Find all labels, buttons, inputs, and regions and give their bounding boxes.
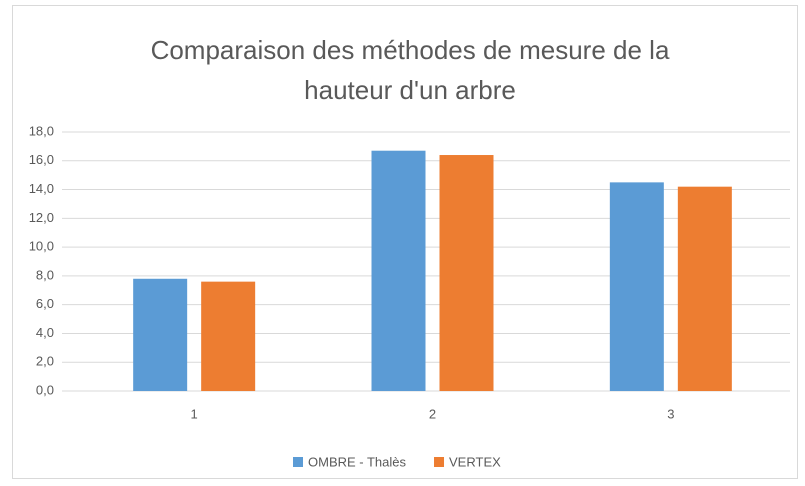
bar bbox=[677, 186, 732, 391]
y-tick-label: 4,0 bbox=[36, 325, 54, 340]
bar bbox=[201, 281, 256, 391]
y-tick-label: 0,0 bbox=[36, 382, 54, 397]
x-tick-label: 1 bbox=[191, 406, 198, 421]
chart-frame bbox=[12, 5, 798, 479]
legend-label: VERTEX bbox=[449, 454, 501, 469]
y-tick-label: 6,0 bbox=[36, 296, 54, 311]
legend-label: OMBRE - Thalès bbox=[308, 454, 407, 469]
y-tick-label: 12,0 bbox=[29, 210, 54, 225]
legend-swatch bbox=[434, 457, 445, 467]
bar bbox=[133, 278, 188, 391]
legend-swatch bbox=[293, 457, 303, 467]
x-tick-label: 3 bbox=[667, 406, 674, 421]
bar bbox=[609, 182, 664, 391]
y-tick-label: 16,0 bbox=[29, 152, 54, 167]
y-tick-label: 10,0 bbox=[29, 239, 54, 254]
bar bbox=[439, 155, 494, 391]
bar bbox=[371, 150, 426, 391]
y-tick-label: 18,0 bbox=[29, 123, 54, 138]
y-tick-label: 2,0 bbox=[36, 354, 54, 369]
y-tick-label: 8,0 bbox=[36, 267, 54, 282]
chart-title: Comparaison des méthodes de mesure de la… bbox=[150, 35, 670, 105]
y-tick-label: 14,0 bbox=[29, 181, 54, 196]
x-tick-label: 2 bbox=[429, 406, 436, 421]
